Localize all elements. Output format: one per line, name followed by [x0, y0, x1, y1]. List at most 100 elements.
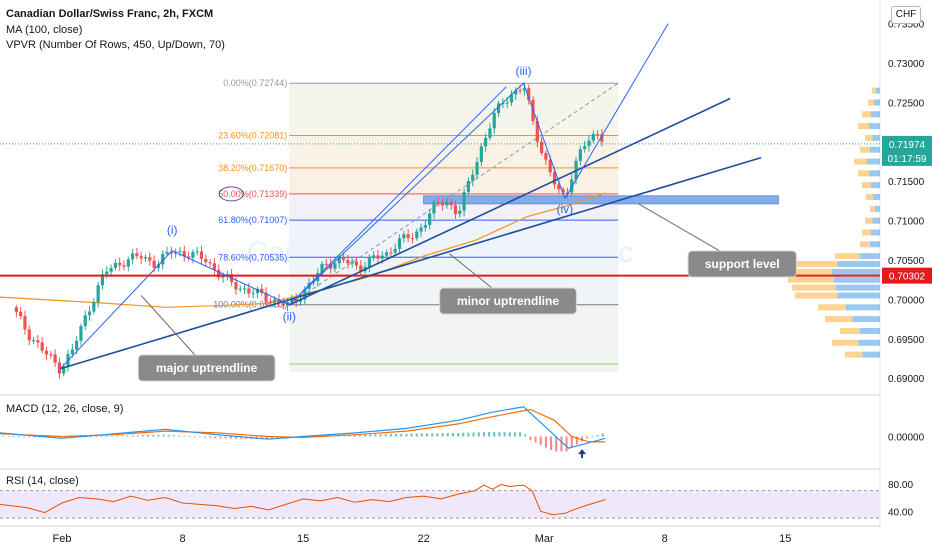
- macd-pane-label[interactable]: MACD (12, 26, close, 9): [6, 403, 124, 415]
- macd-histogram-bar: [472, 432, 475, 437]
- price-tick-label: 0.71500: [888, 177, 925, 188]
- currency-badge[interactable]: CHF: [891, 6, 921, 24]
- macd-signal-line: [0, 408, 606, 443]
- time-tick-label: 8: [662, 533, 668, 545]
- wave-label: (ii): [283, 310, 296, 324]
- candle-body: [462, 192, 466, 211]
- fib-level-label: 38.20%(0.71670): [218, 163, 287, 173]
- callout-text: major uptrendline: [156, 361, 258, 375]
- vp-row-down: [840, 327, 860, 334]
- candle-body: [260, 288, 264, 293]
- time-tick-label: Feb: [53, 533, 72, 545]
- vp-row-up: [852, 316, 880, 323]
- price-tick-label: 0.69000: [888, 374, 925, 385]
- vpvr-indicator-label[interactable]: VPVR (Number Of Rows, 450, Up/Down, 70): [6, 39, 225, 51]
- candle-body: [14, 307, 18, 312]
- macd-histogram-bar: [90, 436, 93, 438]
- macd-histogram-bar: [550, 436, 553, 450]
- macd-histogram-bar: [172, 435, 175, 437]
- macd-histogram-bar: [524, 434, 527, 437]
- candle-body: [83, 315, 87, 327]
- candle-body: [255, 288, 260, 294]
- candle-body: [281, 302, 285, 306]
- candle-body: [453, 205, 458, 215]
- vp-row-up: [867, 158, 880, 165]
- candle-body: [380, 255, 384, 259]
- macd-histogram-bar: [100, 436, 103, 438]
- candle-body: [178, 251, 182, 253]
- candle-body: [87, 311, 92, 316]
- macd-histogram-bar: [33, 436, 36, 438]
- candle-body: [186, 256, 191, 258]
- candle-body: [199, 251, 204, 259]
- candle-body: [165, 252, 169, 254]
- vp-row-down: [858, 170, 869, 177]
- candle-body: [109, 267, 113, 272]
- rsi-band: [0, 490, 880, 519]
- countdown-label: 01:17:59: [888, 154, 927, 165]
- vp-row-down: [835, 253, 860, 260]
- vp-row-down: [865, 217, 873, 224]
- candle-body: [126, 259, 130, 267]
- macd-histogram-bar: [415, 433, 418, 437]
- candle-body: [591, 133, 595, 141]
- macd-histogram-bar: [193, 436, 196, 438]
- macd-histogram-bar: [369, 434, 372, 437]
- vp-row-down: [854, 158, 867, 165]
- ma-indicator-label[interactable]: MA (100, close): [6, 24, 83, 36]
- macd-histogram-bar: [209, 436, 212, 438]
- trendline: [288, 97, 731, 306]
- candle-body: [320, 263, 324, 274]
- candle-body: [548, 159, 552, 173]
- last-price-tag-bg: [882, 135, 932, 166]
- macd-histogram-bar: [126, 435, 129, 437]
- candle-body: [436, 202, 440, 204]
- rsi-pane-label[interactable]: RSI (14, close): [6, 475, 79, 487]
- candle-body: [440, 203, 445, 206]
- vp-row-up: [832, 268, 880, 275]
- price-tick-label: 0.73500: [888, 20, 925, 31]
- macd-histogram-bar: [395, 433, 398, 437]
- vp-row-down: [818, 304, 846, 311]
- price-tick-label: 0.71000: [888, 217, 925, 228]
- macd-histogram-bar: [426, 433, 429, 437]
- vp-row-up: [834, 276, 880, 283]
- macd-histogram-bar: [575, 436, 578, 445]
- candle-body: [535, 121, 539, 142]
- candle-body: [221, 276, 225, 278]
- candle-body: [479, 146, 483, 163]
- vp-row-down: [845, 351, 863, 358]
- vp-row-up: [862, 351, 880, 358]
- macd-histogram-bar: [570, 436, 573, 448]
- macd-histogram-bar: [131, 435, 134, 437]
- candle-body: [268, 301, 272, 303]
- price-tick-label: 0.70500: [888, 256, 925, 267]
- candle-body: [36, 340, 40, 343]
- fib-band: [289, 135, 619, 168]
- candle-body: [341, 257, 346, 261]
- vp-row-up: [858, 339, 880, 346]
- vp-row-up: [859, 253, 880, 260]
- vp-row-up: [870, 241, 880, 248]
- fib-level-label: 0.00%(0.72744): [223, 78, 287, 88]
- last-price-tag: 0.71974: [889, 140, 926, 151]
- macd-histogram-bar: [364, 434, 367, 437]
- macd-histogram-bar: [477, 432, 480, 437]
- candle-body: [53, 354, 57, 363]
- candle-body: [156, 264, 161, 268]
- macd-histogram-bar: [224, 436, 227, 439]
- vp-row-up: [874, 99, 880, 106]
- vp-row-down: [862, 229, 871, 236]
- macd-histogram-bar: [152, 434, 155, 437]
- candle-body: [578, 149, 582, 161]
- macd-histogram-bar: [555, 436, 558, 452]
- vp-row-down: [795, 292, 838, 299]
- price-tick-label: 0.70000: [888, 295, 925, 306]
- macd-histogram-bar: [591, 436, 594, 438]
- wave-label: (iv): [557, 202, 574, 216]
- macd-histogram-bar: [85, 436, 88, 438]
- candle-body: [264, 292, 268, 302]
- elliott-wave-path: [59, 82, 566, 370]
